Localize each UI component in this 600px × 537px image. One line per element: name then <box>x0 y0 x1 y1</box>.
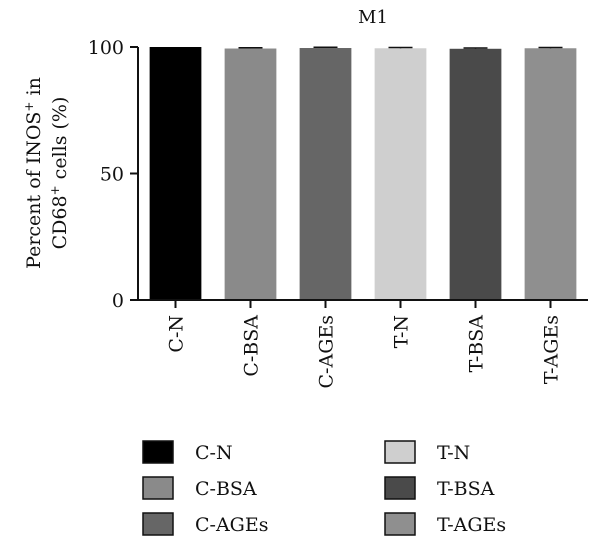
legend-item: C-BSA <box>142 476 257 500</box>
legend-swatch <box>142 476 174 500</box>
legend-swatch <box>142 440 174 464</box>
legend-label: C-BSA <box>195 478 257 500</box>
y-tick-label: 0 <box>112 290 124 312</box>
x-tick-label: T-N <box>391 315 413 348</box>
bars <box>149 46 577 301</box>
x-tick-label: T-BSA <box>466 315 488 373</box>
svg-text:CD68+ cells (%): CD68+ cells (%) <box>48 97 71 250</box>
x-tick-label: C-AGEs <box>316 315 338 388</box>
legend-label: T-AGEs <box>437 514 506 536</box>
legend-swatch <box>384 512 416 536</box>
x-tick-label: T-AGEs <box>541 315 563 384</box>
y-axis-label-line1-end: in <box>23 77 45 101</box>
bar-c-ages <box>299 48 352 301</box>
legend-item: T-N <box>384 440 470 464</box>
bar-c-n <box>149 47 202 300</box>
legend-label: T-BSA <box>437 478 495 500</box>
legend-swatch <box>384 476 416 500</box>
legend-item: T-BSA <box>384 476 495 500</box>
legend-swatch <box>142 512 174 536</box>
y-axis: 0 50 100 <box>88 37 139 312</box>
bar-c-bsa <box>224 48 277 300</box>
legend-label: T-N <box>437 442 470 464</box>
bar-t-ages <box>524 48 577 300</box>
legend-label: C-N <box>195 442 233 464</box>
y-axis-label-line2-sup: + <box>48 185 62 195</box>
y-axis-label: Percent of INOS+ in CD68+ cells (%) <box>22 77 71 269</box>
y-tick-label: 50 <box>100 164 124 186</box>
y-axis-label-line1-sup: + <box>22 102 36 112</box>
svg-text:Percent of INOS+ in: Percent of INOS+ in <box>22 77 45 269</box>
x-axis: C-N C-BSA C-AGEs T-N T-BSA T-AGEs <box>138 299 588 388</box>
y-axis-label-line1: Percent of INOS <box>23 112 45 269</box>
y-tick-label: 100 <box>88 37 124 59</box>
x-tick-label: C-BSA <box>241 315 263 377</box>
y-axis-label-line2-end: cells (%) <box>49 97 71 186</box>
bar-t-bsa <box>449 48 502 301</box>
legend: C-N T-N C-BSA T-BSA C-AGEs T-AGEs <box>142 440 506 536</box>
legend-item: C-N <box>142 440 233 464</box>
x-tick-label: C-N <box>166 315 188 353</box>
legend-item: T-AGEs <box>384 512 506 536</box>
y-axis-label-line2: CD68 <box>49 195 71 249</box>
bar-t-n <box>374 48 427 300</box>
legend-swatch <box>384 440 416 464</box>
legend-item: C-AGEs <box>142 512 268 536</box>
legend-label: C-AGEs <box>195 514 268 536</box>
chart-title: M1 <box>358 7 388 28</box>
